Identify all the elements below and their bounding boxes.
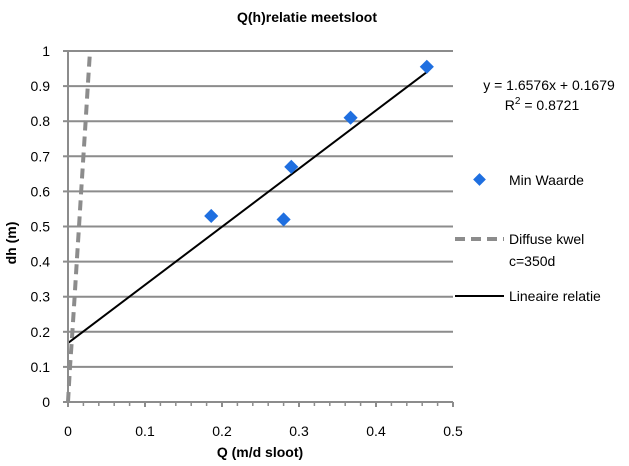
x-tick-label-3: 0.3 xyxy=(289,423,309,439)
y-tick-label-9: 0.9 xyxy=(31,78,51,94)
x-tick-label-4: 0.4 xyxy=(366,423,386,439)
data-point-0 xyxy=(204,208,219,224)
legend-label-diffuse-kwel-line2: c=350d xyxy=(509,253,555,269)
y-tick-label-0: 0 xyxy=(42,394,50,410)
plot-area xyxy=(66,50,434,403)
r-squared-label: R2 = 0.8721 xyxy=(505,96,580,113)
y-axis-ticks: 0 0.1 0.2 0.3 0.4 0.5 0.6 0.7 0.8 0.9 1 xyxy=(31,43,68,410)
y-tick-label-4: 0.4 xyxy=(31,254,51,270)
y-tick-label-2: 0.2 xyxy=(31,324,51,340)
x-axis-label: Q (m/d sloot) xyxy=(217,444,303,460)
legend-label-lineaire-relatie: Lineaire relatie xyxy=(509,288,601,304)
series-line-1 xyxy=(66,50,93,403)
x-tick-label-2: 0.2 xyxy=(212,423,232,439)
legend-label-min-waarde: Min Waarde xyxy=(509,172,584,188)
data-point-4 xyxy=(419,59,434,74)
legend-marker-min-waarde xyxy=(473,173,486,186)
y-tick-label-5: 0.5 xyxy=(31,219,51,235)
series-line-2 xyxy=(67,71,428,344)
y-tick-label-3: 0.3 xyxy=(31,289,51,305)
x-axis-ticks: 0 0.1 0.2 0.3 0.4 0.5 xyxy=(64,402,463,439)
y-tick-label-6: 0.6 xyxy=(31,183,51,199)
r-squared-exponent: 2 xyxy=(515,96,521,107)
gridlines xyxy=(68,50,453,368)
legend-label-diffuse-kwel-line1: Diffuse kwel xyxy=(509,231,584,247)
x-tick-label-0: 0 xyxy=(64,423,72,439)
data-point-3 xyxy=(343,110,358,125)
x-tick-label-1: 0.1 xyxy=(135,423,155,439)
y-tick-label-1: 0.1 xyxy=(31,359,51,375)
y-tick-label-10: 1 xyxy=(42,43,50,59)
r-squared-value: = 0.8721 xyxy=(520,97,579,113)
x-tick-label-5: 0.5 xyxy=(443,423,463,439)
y-tick-label-8: 0.8 xyxy=(31,113,51,129)
r-squared-symbol: R xyxy=(505,97,515,113)
chart-title: Q(h)relatie meetsloot xyxy=(237,9,377,25)
trendline-equation: y = 1.6576x + 0.1679 xyxy=(483,77,615,93)
data-point-1 xyxy=(276,212,291,227)
y-tick-label-7: 0.7 xyxy=(31,148,51,164)
legend: Min Waarde Diffuse kwel c=350d Lineaire … xyxy=(455,172,601,304)
data-point-2 xyxy=(284,159,299,174)
y-axis-label: dh (m) xyxy=(3,222,19,265)
